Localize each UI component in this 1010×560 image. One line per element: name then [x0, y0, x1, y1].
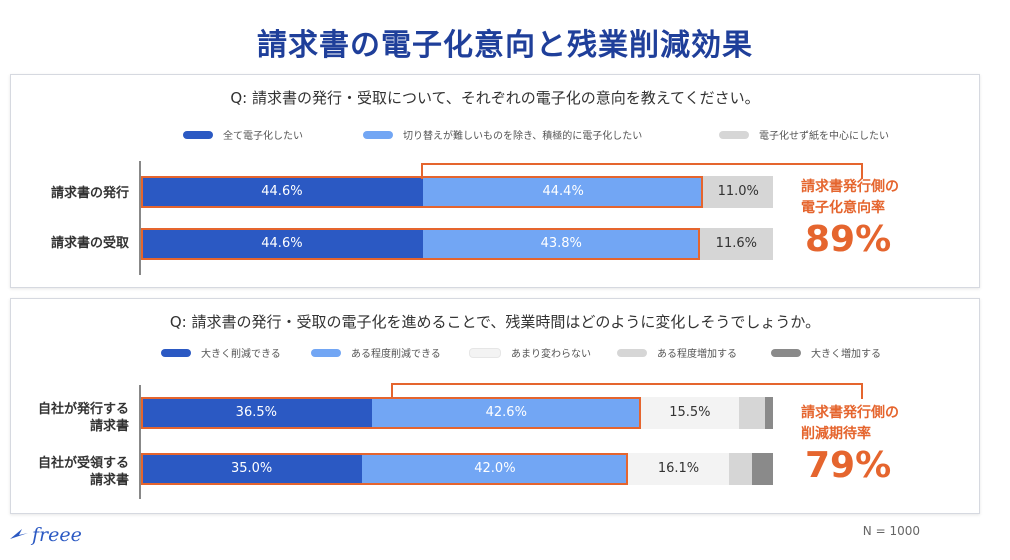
legend-swatch — [469, 347, 501, 358]
highlight-box — [141, 397, 641, 429]
bar-segment — [765, 397, 773, 429]
bar-segment — [362, 453, 628, 485]
legend-swatch — [311, 348, 341, 357]
legend-label: 全て電子化したい — [223, 131, 303, 142]
bar-segment — [703, 176, 773, 208]
bar-segment — [141, 176, 423, 208]
annotation-line: 削減期待率 — [801, 426, 871, 442]
annotation-label: 請求書発行側の 電子化意向率 — [801, 177, 899, 219]
row-label: 請求書の発行 — [50, 186, 129, 201]
bar-segment — [141, 228, 423, 260]
legend-swatch — [719, 130, 749, 139]
bar-segment — [627, 453, 730, 485]
row-label: 自社が受領する 請求書 — [37, 456, 129, 488]
bar-segment — [422, 228, 700, 260]
data-label: 44.4% — [542, 184, 584, 199]
legend-label: 大きく増加する — [811, 349, 881, 360]
data-label: 11.0% — [717, 184, 759, 199]
annotation-bracket — [391, 383, 863, 399]
data-label: 44.6% — [261, 184, 303, 199]
bird-icon — [10, 529, 28, 539]
legend-swatch — [161, 348, 191, 357]
annotation-line: 請求書発行側の — [801, 179, 899, 195]
legend-intent: 全て電子化したい 切り替えが難しいものを除き、積極的に電子化したい 電子化せず紙… — [11, 127, 979, 143]
data-label: 16.1% — [657, 461, 700, 476]
bar-segment — [141, 453, 363, 485]
legend-item: 電子化せず紙を中心にしたい — [719, 127, 889, 143]
sample-size: N = 1000 — [862, 524, 920, 538]
page-title: 請求書の電子化意向と残業削減効果 — [257, 28, 753, 63]
legend-swatch — [771, 348, 801, 357]
legend-item: 大きく増加する — [771, 345, 881, 361]
y-axis-line — [139, 161, 141, 275]
freee-logo: freee — [10, 524, 82, 546]
bar-segment — [640, 397, 739, 429]
data-label: 36.5% — [235, 405, 277, 420]
highlight-box — [141, 228, 700, 260]
data-label: 42.6% — [485, 405, 527, 420]
bar-segment — [371, 397, 641, 429]
chart-panel-intent: Q: 請求書の発行・受取について、それぞれの電子化の意向を教えてください。 全て… — [10, 74, 980, 288]
data-label: 44.6% — [261, 236, 303, 251]
annotation-line: 電子化意向率 — [801, 200, 885, 216]
legend-item: ある程度削減できる — [311, 345, 441, 361]
annotation-line: 請求書発行側の — [801, 405, 899, 421]
legend-item: 大きく削減できる — [161, 345, 281, 361]
legend-label: 電子化せず紙を中心にしたい — [759, 131, 889, 142]
legend-label: あまり変わらない — [511, 349, 591, 360]
legend-label: 大きく削減できる — [201, 349, 281, 360]
legend-item: あまり変わらない — [469, 345, 591, 361]
bar-segment — [738, 397, 766, 429]
logo-text: freee — [30, 524, 82, 546]
annotation-bracket — [421, 163, 863, 179]
legend-item: 切り替えが難しいものを除き、積極的に電子化したい — [363, 127, 642, 143]
highlight-box — [141, 176, 704, 208]
highlight-box — [141, 453, 628, 485]
legend-swatch — [183, 130, 213, 139]
bar-segment — [699, 228, 773, 260]
annotation-label: 請求書発行側の 削減期待率 — [801, 403, 899, 445]
annotation-value: 89% — [805, 219, 892, 260]
legend-item: 全て電子化したい — [183, 127, 303, 143]
bar-segment — [141, 397, 372, 429]
bar-segment — [422, 176, 704, 208]
row-label: 請求書の受取 — [50, 236, 129, 251]
legend-item: ある程度増加する — [617, 345, 737, 361]
data-label: 42.0% — [474, 461, 516, 476]
legend-overtime: 大きく削減できる ある程度削減できる あまり変わらない ある程度増加する 大きく… — [11, 345, 979, 361]
data-label: 35.0% — [230, 461, 273, 476]
data-label: 15.5% — [669, 405, 711, 420]
chart-panel-overtime: Q: 請求書の発行・受取の電子化を進めることで、残業時間はどのように変化しそうで… — [10, 298, 980, 514]
legend-label: ある程度増加する — [657, 349, 737, 360]
legend-swatch — [617, 348, 647, 357]
bar-segment — [752, 453, 773, 485]
y-axis-line — [139, 385, 141, 499]
data-label: 43.8% — [540, 236, 582, 251]
annotation-value: 79% — [805, 445, 892, 486]
question-overtime: Q: 請求書の発行・受取の電子化を進めることで、残業時間はどのように変化しそうで… — [169, 313, 821, 331]
row-label: 自社が発行する 請求書 — [37, 402, 129, 434]
question-intent: Q: 請求書の発行・受取について、それぞれの電子化の意向を教えてください。 — [230, 89, 760, 107]
legend-label: ある程度削減できる — [351, 349, 441, 360]
bar-segment — [729, 453, 753, 485]
legend-label: 切り替えが難しいものを除き、積極的に電子化したい — [403, 131, 643, 142]
legend-swatch — [363, 130, 393, 139]
data-label: 11.6% — [715, 236, 757, 251]
